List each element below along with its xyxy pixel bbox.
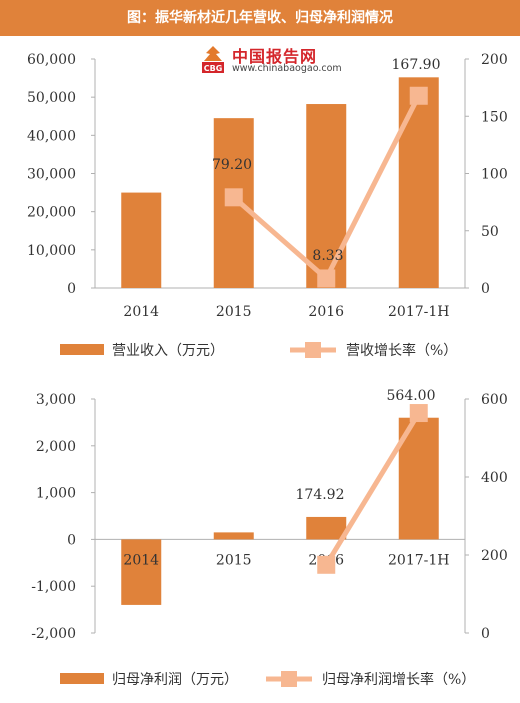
growth-point bbox=[409, 404, 428, 423]
category-label-2016: 2016 bbox=[308, 304, 344, 320]
y-tick-label-left: 2,000 bbox=[36, 439, 76, 455]
category-label-2017-1H: 2017-1H bbox=[388, 552, 449, 568]
cbg-logo-icon: CBG bbox=[202, 46, 224, 73]
y-tick-label-right: 0 bbox=[481, 281, 490, 297]
y-tick-label-left: 1,000 bbox=[36, 486, 76, 502]
category-label-2014: 2014 bbox=[123, 304, 159, 320]
data-label: 79.20 bbox=[212, 157, 252, 173]
growth-point bbox=[317, 269, 336, 288]
y-tick-label-left: 20,000 bbox=[27, 205, 76, 221]
legend-line-marker bbox=[305, 342, 321, 358]
growth-point bbox=[224, 188, 243, 207]
legend-line-label: 归母净利润增长率（%） bbox=[322, 671, 475, 688]
logo-badge: CBG bbox=[204, 64, 223, 73]
data-label: 8.33 bbox=[312, 248, 343, 264]
logo-name: 中国报告网 bbox=[232, 47, 318, 66]
category-label-2014: 2014 bbox=[123, 552, 159, 568]
y-tick-label-right: 200 bbox=[481, 52, 508, 68]
data-label: 167.90 bbox=[392, 57, 441, 73]
logo-url: www.chinabaogao.com bbox=[232, 63, 342, 74]
growth-line bbox=[324, 411, 421, 567]
legend-bar-label: 营业收入（万元） bbox=[112, 343, 224, 359]
y-tick-label-left: 50,000 bbox=[27, 90, 76, 106]
data-label: 174.92 bbox=[296, 487, 345, 503]
bar-2014 bbox=[121, 192, 162, 288]
bar-2014 bbox=[121, 539, 162, 605]
data-label: 564.00 bbox=[387, 388, 436, 404]
chart-area: 0 10,000 20,000 30,000 40,000 50,000 60,000 0 50… bbox=[27, 52, 508, 688]
category-label-2015: 2015 bbox=[216, 552, 252, 568]
category-label-2017-1H: 2017-1H bbox=[388, 304, 449, 320]
y-tick-label-right: 150 bbox=[481, 109, 508, 125]
growth-point bbox=[409, 86, 428, 105]
y-tick-label-left: 0 bbox=[67, 281, 76, 297]
bar-2016 bbox=[306, 516, 347, 540]
y-tick-label-right: 100 bbox=[481, 167, 508, 183]
legend-bar-label: 归母净利润（万元） bbox=[112, 671, 238, 688]
y-tick-label-left: -2,000 bbox=[31, 626, 76, 642]
growth-point bbox=[317, 555, 336, 574]
chart-title: 图：振华新材近几年营收、归母净利润情况 bbox=[0, 0, 520, 36]
y-tick-label-left: 3,000 bbox=[36, 392, 76, 408]
y-tick-label-right: 200 bbox=[481, 548, 508, 564]
y-tick-label-left: 0 bbox=[67, 532, 76, 548]
bar-2017-1H bbox=[398, 77, 439, 288]
legend-bar-swatch bbox=[60, 344, 104, 355]
legend-line-marker bbox=[281, 671, 297, 687]
legend-line-label: 营收增长率（%） bbox=[346, 342, 457, 359]
y-tick-label-left: 40,000 bbox=[27, 128, 76, 144]
y-tick-label-left: 60,000 bbox=[27, 52, 76, 68]
y-tick-label-right: 50 bbox=[481, 224, 499, 240]
y-tick-label-right: 400 bbox=[481, 470, 508, 486]
bar-2015 bbox=[213, 532, 254, 540]
y-tick-label-left: 10,000 bbox=[27, 243, 76, 259]
y-tick-label-right: 0 bbox=[481, 626, 490, 642]
y-tick-label-left: -1,000 bbox=[31, 579, 76, 595]
legend-bar-swatch bbox=[60, 673, 104, 684]
y-tick-label-left: 30,000 bbox=[27, 167, 76, 183]
category-label-2015: 2015 bbox=[216, 304, 252, 320]
y-tick-label-right: 600 bbox=[481, 392, 508, 408]
